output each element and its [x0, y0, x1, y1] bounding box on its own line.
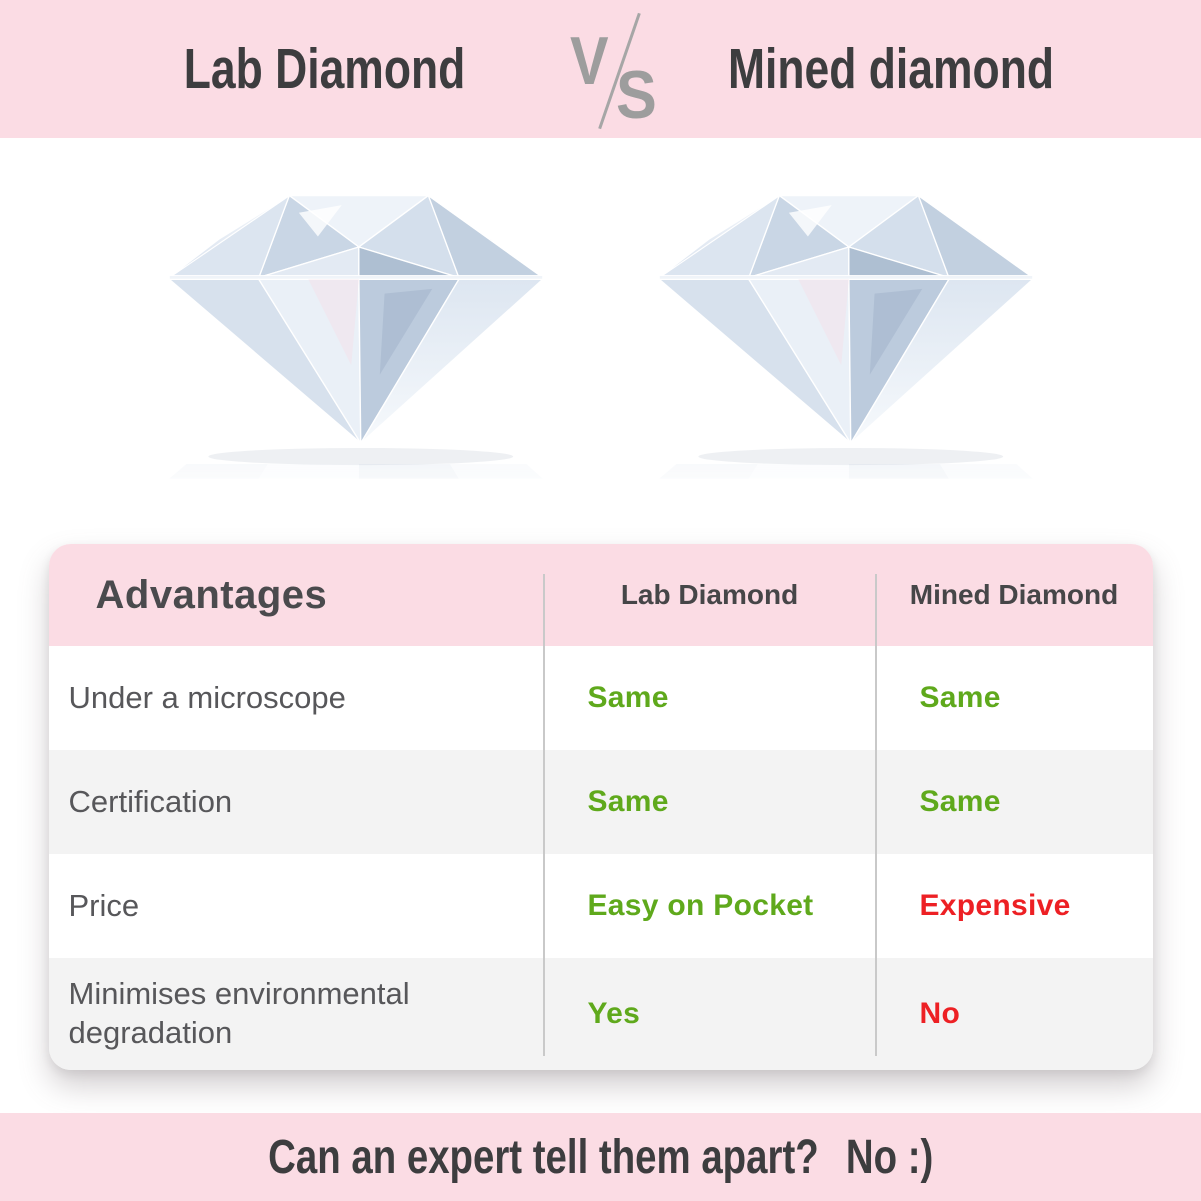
bottom-banner: Can an expert tell them apart? No :): [0, 1113, 1201, 1201]
table-row: Certification Same Same: [48, 750, 1153, 854]
table-header-row: Advantages Lab Diamond Mined Diamond: [48, 544, 1153, 646]
column-divider: [542, 574, 545, 1056]
column-divider: [874, 574, 877, 1056]
mined-value: Same: [919, 785, 1001, 818]
footer-answer: No :): [845, 1130, 934, 1184]
lab-value: Easy on Pocket: [587, 889, 814, 922]
table-row: Under a microscope Same Same: [49, 646, 1153, 750]
lab-value: Same: [587, 785, 669, 818]
vs-letter-s: S: [616, 57, 657, 133]
table-row: Minimises environmental degradation Yes …: [48, 958, 1153, 1070]
table-title: Advantages: [95, 572, 328, 617]
vs-letter-v: V: [570, 23, 609, 99]
row-label: Price: [68, 887, 140, 923]
table-row: Price Easy on Pocket Expensive: [49, 854, 1153, 958]
vs-icon: V S: [556, 8, 676, 134]
lab-diamond-title: Lab Diamond: [125, 36, 525, 102]
lab-diamond-title-text: Lab Diamond: [184, 37, 466, 101]
mined-value: No: [919, 997, 961, 1030]
diamond-images-section: [0, 138, 1201, 544]
mined-value: Expensive: [919, 889, 1071, 922]
mined-diamond-title-text: Mined diamond: [727, 37, 1055, 101]
comparison-table: Advantages Lab Diamond Mined Diamond Und…: [48, 544, 1153, 1070]
mined-diamond-title: Mined diamond: [682, 36, 1082, 102]
row-label: Minimises environmental degradation: [68, 976, 410, 1050]
column-header-mined: Mined Diamond: [909, 579, 1119, 610]
footer-question: Can an expert tell them apart?: [267, 1130, 819, 1184]
mined-value: Same: [919, 681, 1001, 714]
column-header-lab: Lab Diamond: [620, 579, 799, 610]
mined-diamond-photo: [646, 184, 1046, 544]
lab-diamond-illustration: [166, 193, 545, 466]
row-label: Under a microscope: [68, 679, 346, 715]
lab-diamond-photo: [156, 184, 556, 544]
footer-caption: Can an expert tell them apart? No :): [268, 1130, 933, 1185]
row-label: Certification: [68, 783, 233, 819]
lab-value: Same: [587, 681, 669, 714]
mined-diamond-illustration: [656, 193, 1035, 466]
lab-value: Yes: [587, 997, 641, 1030]
top-banner: Lab Diamond V S Mined diamond: [0, 0, 1201, 138]
